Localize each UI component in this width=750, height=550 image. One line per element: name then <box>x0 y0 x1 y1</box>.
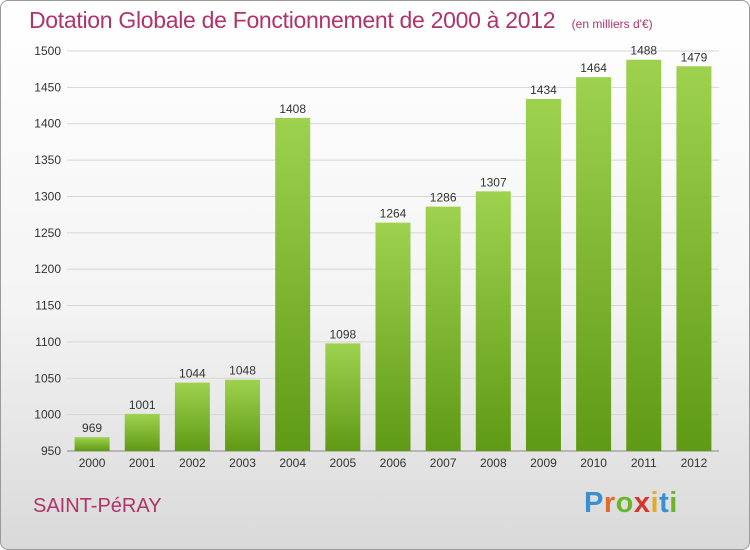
x-tick-label: 2008 <box>480 456 507 470</box>
y-tick-label: 1000 <box>34 408 61 422</box>
x-tick-label: 2002 <box>179 456 206 470</box>
bar <box>375 222 411 451</box>
logo-letter: r <box>603 487 616 519</box>
bar <box>74 437 110 451</box>
bar <box>225 379 261 451</box>
data-label: 1044 <box>179 367 206 381</box>
x-tick-label: 2006 <box>380 456 407 470</box>
bar <box>425 206 461 451</box>
bar <box>174 382 210 451</box>
bar <box>626 59 662 452</box>
data-label: 1408 <box>279 102 306 116</box>
y-tick-label: 1250 <box>34 226 61 240</box>
y-tick-label: 1300 <box>34 189 61 203</box>
data-label: 1434 <box>530 83 557 97</box>
bar <box>325 343 361 451</box>
bar <box>124 413 160 451</box>
data-label: 1001 <box>129 398 156 412</box>
bar <box>676 66 712 451</box>
chart-title: Dotation Globale de Fonctionnement de 20… <box>29 7 653 34</box>
title-text: Dotation Globale de Fonctionnement de 20… <box>29 7 556 33</box>
bar <box>576 77 612 451</box>
x-tick-label: 2000 <box>79 456 106 470</box>
data-label: 1264 <box>380 207 407 221</box>
data-label: 1464 <box>580 61 607 75</box>
bar <box>275 117 311 451</box>
x-tick-label: 2007 <box>430 456 457 470</box>
data-label: 1098 <box>329 327 356 341</box>
x-tick-label: 2005 <box>329 456 356 470</box>
bar <box>525 99 561 451</box>
y-tick-label: 1100 <box>35 335 61 349</box>
x-tick-label: 2003 <box>229 456 256 470</box>
data-label: 969 <box>82 421 102 435</box>
y-tick-label: 1050 <box>34 371 61 385</box>
data-label: 1307 <box>480 175 507 189</box>
data-label: 1286 <box>430 191 457 205</box>
x-tick-label: 2011 <box>631 456 657 470</box>
y-tick-label: 1150 <box>35 299 61 313</box>
data-label: 1048 <box>229 364 256 378</box>
y-tick-label: 1350 <box>34 153 61 167</box>
logo-letter: P <box>584 487 604 519</box>
logo-letter: i <box>650 487 660 519</box>
logo-letter: x <box>633 487 651 519</box>
x-tick-label: 2010 <box>580 456 607 470</box>
y-tick-label: 950 <box>41 444 61 458</box>
commune-name: SAINT-PéRAY <box>33 495 162 517</box>
bar <box>475 191 511 451</box>
x-tick-label: 2004 <box>279 456 306 470</box>
y-tick-label: 1450 <box>34 80 61 94</box>
data-label: 1479 <box>681 50 708 64</box>
data-label: 1488 <box>630 44 657 58</box>
y-tick-label: 1200 <box>34 262 61 276</box>
y-tick-label: 1400 <box>34 117 61 131</box>
title-unit: (en milliers d'€) <box>571 17 653 31</box>
x-tick-label: 2012 <box>681 456 708 470</box>
logo-letter: o <box>615 487 634 519</box>
proxiti-logo: Proxiti <box>584 487 678 520</box>
x-tick-label: 2009 <box>530 456 557 470</box>
logo-letter: t <box>659 487 670 519</box>
logo-letter: i <box>669 487 678 519</box>
x-tick-label: 2001 <box>129 456 156 470</box>
y-tick-label: 1500 <box>34 44 61 58</box>
